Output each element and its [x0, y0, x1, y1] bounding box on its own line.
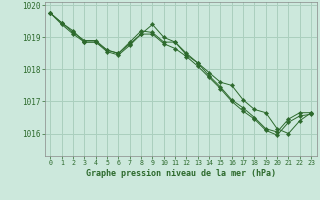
- X-axis label: Graphe pression niveau de la mer (hPa): Graphe pression niveau de la mer (hPa): [86, 169, 276, 178]
